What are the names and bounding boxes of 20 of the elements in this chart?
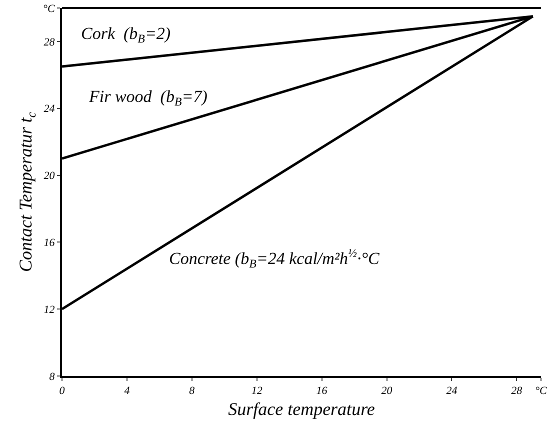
x-axis-title: Surface temperature [228,398,375,419]
y-tick-label: 20 [44,170,56,182]
x-tick-label: °C [535,385,548,398]
x-tick-label: 24 [446,385,458,398]
series-label: Fir wood (b$_{B}$=7) [88,87,208,109]
y-tick-label: 12 [44,304,56,316]
x-tick-label: 20 [381,385,393,398]
x-tick-label: 16 [316,385,328,398]
y-tick-label: 28 [44,36,56,48]
series-label: Cork (b$_{B}$=2) [81,24,171,46]
y-tick-label: 8 [49,370,56,383]
y-tick-label: 16 [44,237,56,250]
series-label: Concrete (b$_{B}$=24 kcal/m²h$^{½}$·°C [169,246,380,271]
x-tick-label: 0 [59,385,66,398]
y-tick-label: °C [43,2,56,15]
x-tick-label: 12 [251,385,263,398]
x-tick-label: 8 [189,385,196,398]
y-tick-label: 24 [44,103,56,116]
x-tick-label: 28 [511,385,523,398]
x-tick-label: 4 [124,385,130,398]
